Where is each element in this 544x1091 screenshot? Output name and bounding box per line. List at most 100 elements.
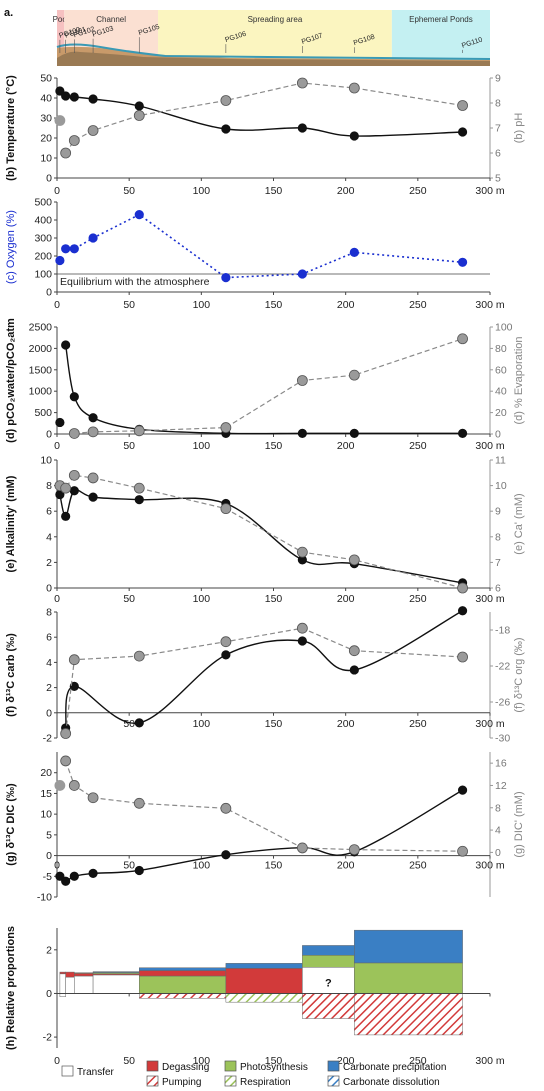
y-tick-label: 20 [40, 133, 52, 145]
y-tick-label: 0 [46, 988, 52, 1000]
y-tick-label: 15 [40, 788, 52, 800]
y2-tick-label: 9 [495, 506, 501, 518]
y2-tick-label: -18 [495, 625, 510, 637]
series-line [65, 82, 463, 154]
bar-segment [139, 967, 227, 971]
data-point [88, 94, 98, 104]
data-point [134, 101, 144, 111]
bar-segment [59, 971, 66, 975]
x-tick-label: 100 [193, 185, 211, 197]
x-tick-label: 150 [265, 718, 283, 730]
bar-segment [139, 993, 227, 999]
data-point [457, 257, 468, 267]
data-point [69, 486, 79, 496]
x-tick-label: 200 [337, 593, 355, 605]
x-tick-label: 250 [409, 440, 427, 452]
data-point [54, 780, 66, 791]
bar-segment [74, 973, 94, 977]
bar-segment [354, 993, 463, 1036]
y-tick-label: 300 [34, 233, 52, 245]
data-point [133, 797, 145, 809]
y-axis-title: (c) Oxygen (%) [5, 210, 17, 284]
y2-tick-label: 0 [495, 429, 501, 441]
data-point [134, 495, 144, 505]
data-point [60, 755, 72, 767]
data-point [61, 91, 71, 101]
y-tick-label: 0 [46, 583, 52, 595]
zone-label: Spreading area [248, 15, 303, 24]
data-point [221, 124, 231, 134]
x-tick-label: 250 [409, 1055, 427, 1067]
x-tick-label: 0 [54, 860, 60, 872]
x-tick-label: 100 [193, 718, 211, 730]
y2-tick-label: 6 [495, 148, 501, 160]
data-point [297, 428, 307, 438]
data-point [457, 582, 468, 594]
data-point [348, 82, 360, 94]
data-point [349, 247, 359, 257]
x-axis-end-label: 300 m [475, 860, 504, 872]
legend-label: Degassing [162, 1062, 209, 1073]
y-axis-title: (b) Temperature (°C) [5, 75, 17, 181]
y2-axis-title: (e) Ca' (mM) [513, 493, 525, 554]
data-point [55, 255, 65, 266]
y-tick-label: 1500 [29, 364, 53, 376]
bar-segment [65, 971, 75, 978]
data-point [61, 340, 71, 350]
y-tick-label: 200 [34, 251, 52, 263]
data-point [220, 802, 232, 814]
data-point [68, 780, 80, 791]
y-tick-label: -2 [43, 733, 52, 745]
y-tick-label: -2 [43, 1032, 52, 1044]
zone-label: Channel [96, 15, 126, 24]
x-tick-label: 50 [123, 718, 135, 730]
data-point [133, 482, 145, 494]
y-tick-label: 10 [40, 153, 52, 165]
x-tick-label: 50 [123, 185, 135, 197]
data-point [296, 375, 308, 386]
bar-segment [139, 970, 227, 977]
x-tick-label: 0 [54, 440, 60, 452]
bar-segment [225, 993, 303, 1003]
y-tick-label: 0 [46, 287, 52, 299]
series-line [59, 489, 463, 584]
y-axis-title: (d) pCO₂water/pCO₂atm [5, 318, 17, 443]
data-point [297, 636, 307, 646]
data-point [457, 845, 468, 857]
x-axis-end-label: 300 m [475, 1055, 504, 1067]
data-point [69, 871, 79, 881]
x-tick-label: 200 [337, 440, 355, 452]
terrain-base [57, 51, 490, 66]
x-tick-label: 100 [193, 440, 211, 452]
x-tick-label: 150 [265, 299, 283, 311]
data-point [69, 92, 79, 102]
y-tick-label: 0 [46, 850, 52, 862]
legend-swatch [224, 1060, 237, 1072]
y-tick-label: 0 [46, 429, 52, 441]
data-point [296, 546, 308, 558]
series-line [59, 789, 463, 882]
data-point [457, 127, 468, 137]
data-point [348, 645, 360, 657]
bar-segment [302, 945, 355, 956]
y-tick-label: 5 [46, 829, 52, 841]
y-tick-label: 500 [34, 197, 52, 209]
data-point [88, 233, 98, 243]
y-tick-label: 8 [46, 607, 52, 619]
y-tick-label: 1000 [29, 386, 53, 398]
y-tick-label: 0 [46, 707, 52, 719]
y-axis-title: (g) δ¹³C DIC (‰) [5, 783, 17, 866]
y2-tick-label: 7 [495, 557, 501, 569]
bar-note: ? [325, 977, 332, 989]
data-point [220, 95, 232, 106]
x-tick-label: 100 [193, 860, 211, 872]
series-line [74, 338, 463, 435]
legend-label: Photosynthesis [240, 1062, 308, 1073]
data-point [221, 272, 231, 283]
bar-segment [354, 962, 463, 994]
data-point [296, 842, 308, 854]
data-point [60, 728, 72, 739]
data-point [60, 482, 72, 494]
y2-tick-label: 10 [495, 480, 507, 492]
y-tick-label: 50 [40, 73, 52, 85]
